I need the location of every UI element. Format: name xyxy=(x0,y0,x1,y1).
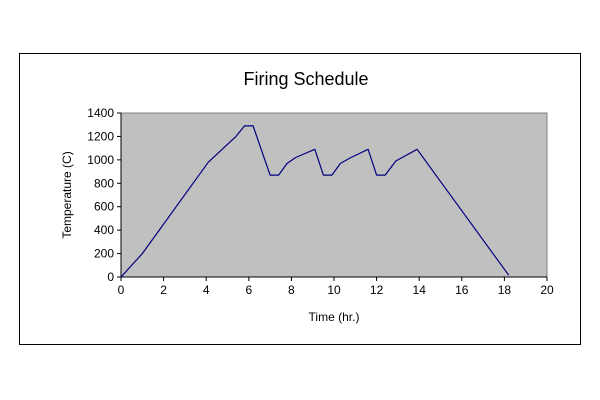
y-tick-label: 1000 xyxy=(87,153,114,167)
x-tick-label: 12 xyxy=(370,283,384,297)
x-tick-label: 20 xyxy=(540,283,554,297)
x-tick-label: 10 xyxy=(327,283,341,297)
x-tick-label: 2 xyxy=(160,283,167,297)
x-tick-label: 14 xyxy=(413,283,427,297)
y-tick-label: 600 xyxy=(94,200,114,214)
y-tick-label: 1200 xyxy=(87,129,114,143)
y-tick-label: 0 xyxy=(107,270,114,284)
y-axis-title: Temperature (C) xyxy=(60,151,74,238)
series-layer xyxy=(120,125,510,278)
y-tick-label: 400 xyxy=(94,223,114,237)
x-tick-label: 8 xyxy=(288,283,295,297)
x-tick-label: 4 xyxy=(203,283,210,297)
chart-frame: Firing Schedule 0 200 400 600 800 1000 1200 140… xyxy=(19,53,581,345)
axes: 0 200 400 600 800 1000 1200 1400 0 2 4 6 8 10 12 14 16 18… xyxy=(87,106,554,297)
y-tick-label: 200 xyxy=(94,247,114,261)
y-tick-label: 1400 xyxy=(87,106,114,120)
x-tick-label: 16 xyxy=(455,283,469,297)
plot-area xyxy=(120,112,548,278)
x-tick-label: 18 xyxy=(498,283,512,297)
series-line-1 xyxy=(120,125,510,278)
chart: Firing Schedule 020040060080010001200140… xyxy=(60,69,554,324)
chart-title: Firing Schedule xyxy=(243,69,368,89)
x-tick-label: 0 xyxy=(118,283,125,297)
y-tick-label: 800 xyxy=(94,176,114,190)
x-tick-label: 6 xyxy=(245,283,252,297)
x-axis-title: Time (hr.) xyxy=(309,310,360,324)
